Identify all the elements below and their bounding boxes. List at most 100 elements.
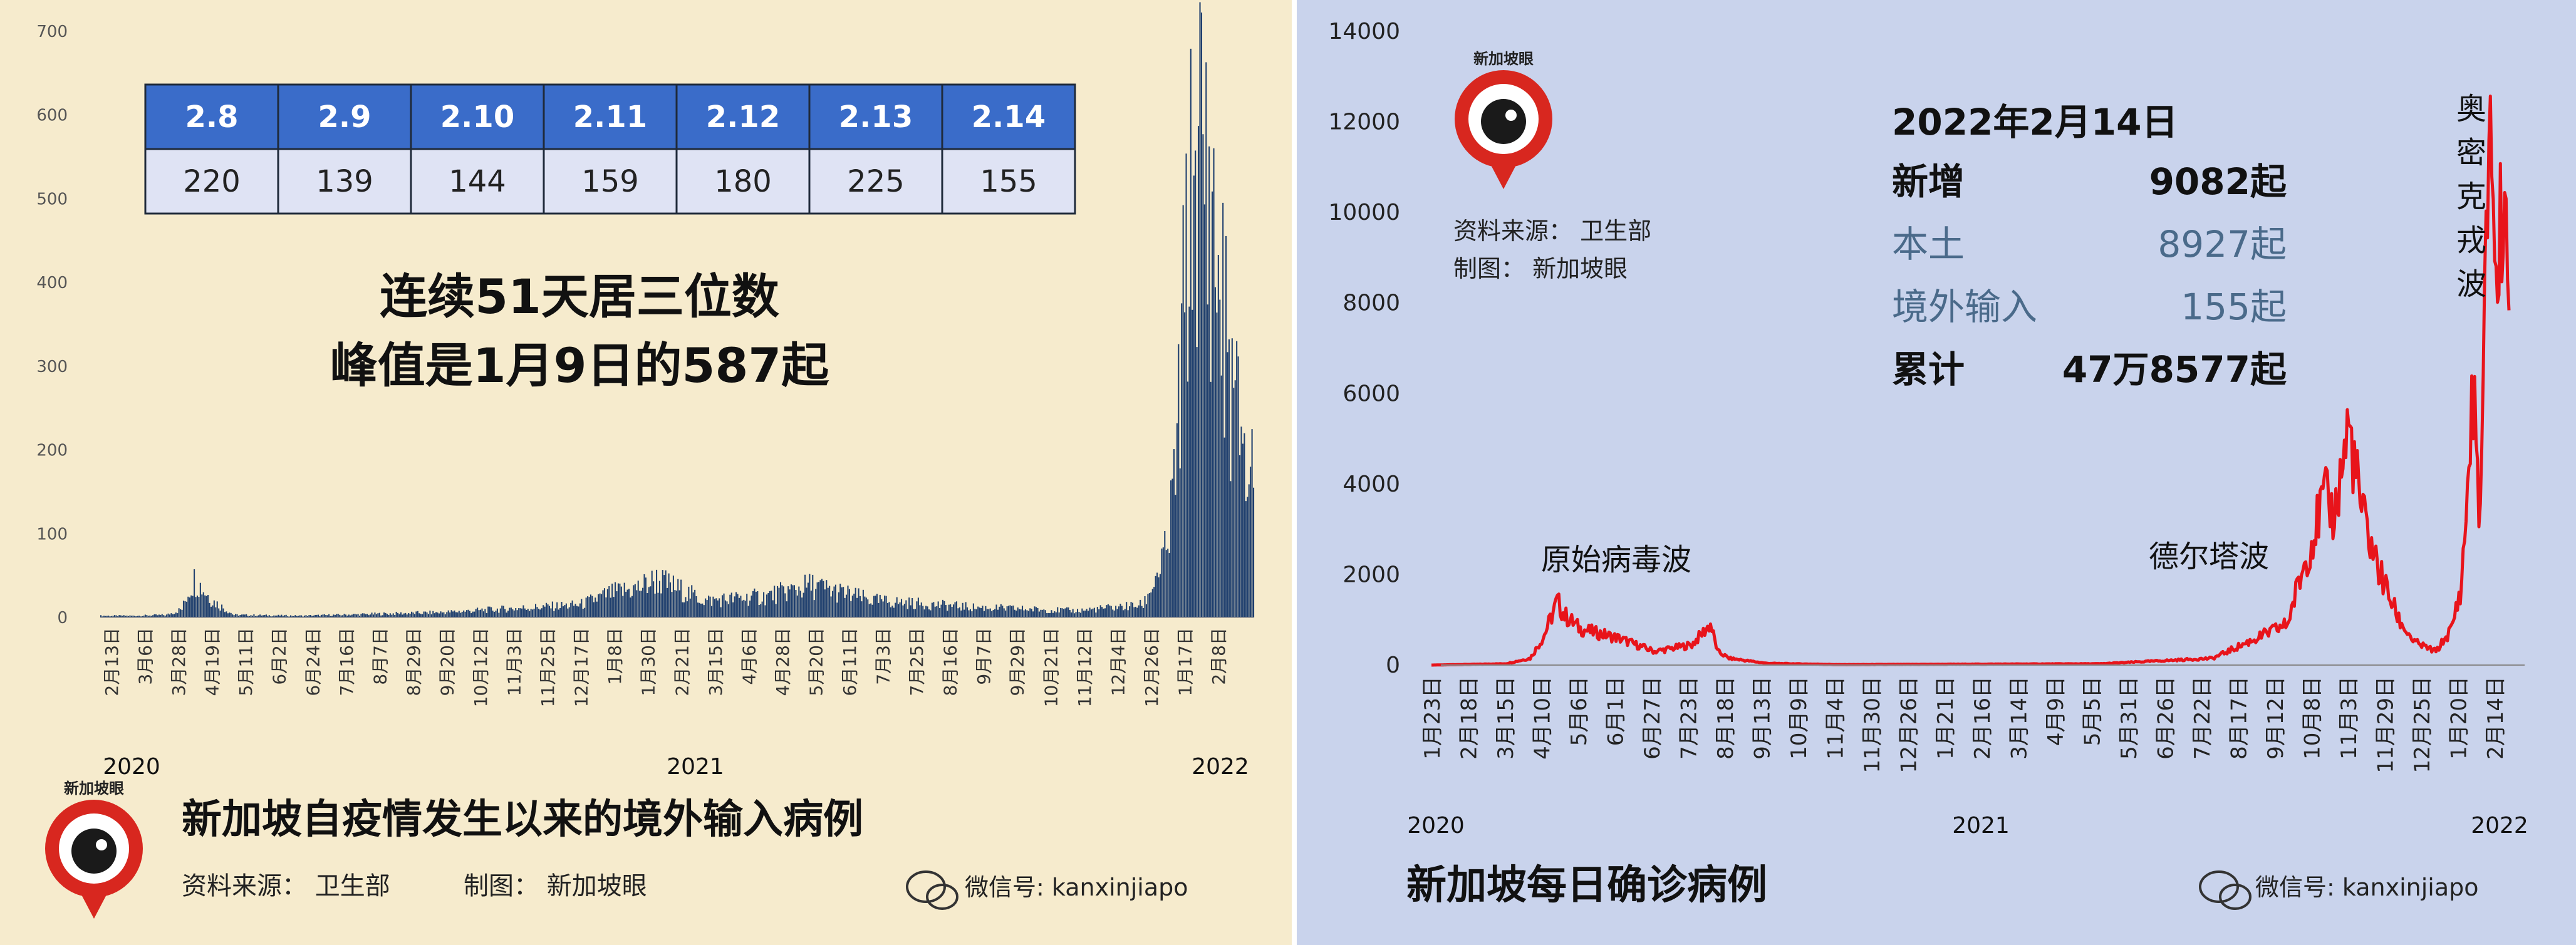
imported-cases-bar xyxy=(801,597,803,617)
logo-pin-tip xyxy=(1490,163,1517,189)
imported-cases-bar xyxy=(350,615,351,617)
imported-cases-bar xyxy=(460,612,462,617)
imported-cases-bar xyxy=(689,598,691,617)
imported-cases-bar xyxy=(1148,593,1150,617)
imported-cases-bar xyxy=(375,614,377,617)
imported-cases-bar xyxy=(954,602,956,617)
imported-cases-bar xyxy=(158,614,160,617)
imported-cases-bar xyxy=(317,614,319,617)
imported-cases-bar xyxy=(1150,592,1152,617)
imported-cases-bar xyxy=(515,608,517,617)
imported-cases-bar xyxy=(677,579,679,617)
imported-cases-bar xyxy=(311,616,313,617)
imported-cases-bar xyxy=(441,612,443,617)
x-tick-label: 2月18日 xyxy=(1457,676,1482,760)
imported-cases-bar xyxy=(980,608,982,617)
chart-title: 新加坡自疫情发生以来的境外输入病例 xyxy=(182,797,863,843)
imported-cases-bar xyxy=(986,609,988,617)
imported-cases-bar xyxy=(680,579,682,617)
x-axis-ticks: 2月13日 3月6日 3月28日 4月19日 5月11日 6月2日 6月24日 7月16日 8月… xyxy=(101,627,1229,707)
imported-cases-bar xyxy=(1110,606,1112,617)
imported-cases-bar xyxy=(1054,611,1056,617)
wechat-watermark: 微信号: kanxinjiapo xyxy=(906,870,1188,910)
headline-peak: 峰值是1月9日的587起 xyxy=(330,338,829,393)
imported-cases-bar xyxy=(469,611,470,617)
x-tick-label: 2月14日 xyxy=(2483,676,2508,760)
imported-cases-bar xyxy=(408,613,410,617)
imported-cases-bar xyxy=(374,612,376,617)
x-tick-label: 6月26日 xyxy=(2153,676,2178,760)
omicron-label-char: 戎 xyxy=(2456,223,2486,258)
imported-cases-bar xyxy=(1198,126,1200,618)
watermark-text: 微信号: kanxinjiapo xyxy=(2255,874,2479,901)
imported-cases-bar xyxy=(656,569,658,617)
imported-cases-bar xyxy=(774,586,776,617)
imported-cases-bar xyxy=(499,608,501,617)
imported-cases-bar xyxy=(474,611,475,617)
imported-cases-bar xyxy=(708,596,710,617)
imported-cases-bar xyxy=(672,576,674,617)
imported-cases-bar xyxy=(316,614,318,617)
imported-cases-bar xyxy=(1223,437,1225,617)
imported-cases-bar xyxy=(118,615,120,617)
imported-cases-bar xyxy=(1164,530,1166,617)
imported-cases-bar xyxy=(824,589,826,617)
imported-cases-bar xyxy=(695,596,697,617)
imported-cases-bar xyxy=(829,586,831,617)
imported-cases-bar xyxy=(671,592,673,617)
imported-cases-bar xyxy=(760,604,762,617)
imported-cases-bar xyxy=(276,615,278,617)
imported-cases-bar xyxy=(1126,602,1128,617)
imported-cases-bar xyxy=(554,608,556,617)
imported-cases-bar xyxy=(126,615,128,617)
imported-cases-bar xyxy=(458,611,460,617)
imported-cases-bar xyxy=(876,594,878,617)
imported-cases-bar xyxy=(1242,443,1244,617)
x-tick-label: 2月16日 xyxy=(1970,676,1995,760)
x-tick-label: 9月29日 xyxy=(1007,627,1028,696)
imported-cases-bar xyxy=(1155,576,1156,617)
imported-cases-bar xyxy=(501,606,503,617)
imported-cases-bar xyxy=(226,611,227,617)
imported-cases-bar xyxy=(1133,607,1135,617)
imported-cases-bar xyxy=(650,586,652,617)
imported-cases-bar xyxy=(960,610,962,617)
imported-cases-bar xyxy=(642,587,644,617)
imported-cases-bar xyxy=(1067,607,1069,617)
imported-cases-bar xyxy=(544,606,546,617)
imported-cases-bar xyxy=(546,602,548,617)
imported-cases-bar xyxy=(486,612,487,617)
imported-cases-bar xyxy=(429,611,431,617)
imported-cases-bar xyxy=(177,613,179,617)
imported-cases-bar xyxy=(106,616,108,617)
imported-cases-bar xyxy=(475,609,477,617)
imported-cases-bar xyxy=(615,582,616,617)
imported-cases-bar xyxy=(178,608,180,617)
imported-cases-bar xyxy=(816,582,818,617)
imported-cases-bar xyxy=(325,615,327,617)
imported-cases-bar xyxy=(199,582,201,617)
x-tick-label: 10月12日 xyxy=(470,627,491,707)
x-tick-label: 4月28日 xyxy=(772,627,793,696)
imported-cases-bar xyxy=(796,595,798,617)
imported-cases-bar xyxy=(215,607,217,617)
imported-cases-bar xyxy=(185,601,187,617)
imported-cases-bar xyxy=(645,577,647,617)
x-tick-label: 7月16日 xyxy=(336,627,357,696)
imported-cases-bar xyxy=(478,610,480,617)
imported-cases-bar xyxy=(180,609,182,617)
imported-cases-bar xyxy=(752,591,754,617)
x-tick-label: 2月8日 xyxy=(1208,627,1229,685)
imported-cases-bar xyxy=(667,587,668,617)
imported-cases-bar xyxy=(732,602,734,617)
x-tick-label: 1月21日 xyxy=(1933,676,1958,760)
imported-cases-bar xyxy=(827,587,829,617)
imported-cases-bar xyxy=(738,597,740,617)
imported-cases-bar xyxy=(712,596,714,617)
imported-cases-bar xyxy=(860,596,861,617)
imported-cases-bar xyxy=(928,609,930,617)
headline-consecutive-days: 连续51天居三位数 xyxy=(380,269,779,324)
imported-cases-bar xyxy=(581,599,583,617)
imported-cases-bar xyxy=(602,590,604,617)
